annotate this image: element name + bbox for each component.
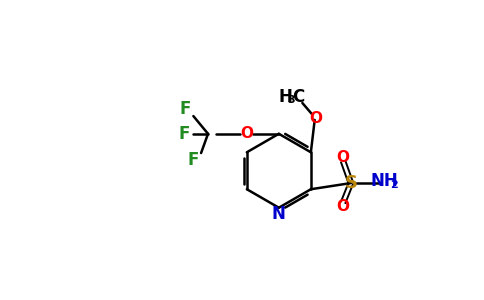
Text: S: S bbox=[345, 174, 357, 192]
Text: NH: NH bbox=[371, 172, 399, 190]
Text: F: F bbox=[179, 125, 190, 143]
Text: H: H bbox=[278, 88, 292, 106]
Text: O: O bbox=[310, 111, 323, 126]
Text: 2: 2 bbox=[390, 180, 398, 190]
Text: O: O bbox=[337, 150, 350, 165]
Text: 3: 3 bbox=[288, 95, 295, 105]
Text: F: F bbox=[188, 151, 199, 169]
Text: O: O bbox=[240, 126, 253, 141]
Text: C: C bbox=[292, 88, 304, 106]
Text: F: F bbox=[180, 100, 191, 118]
Text: O: O bbox=[337, 199, 350, 214]
Text: N: N bbox=[272, 205, 286, 223]
